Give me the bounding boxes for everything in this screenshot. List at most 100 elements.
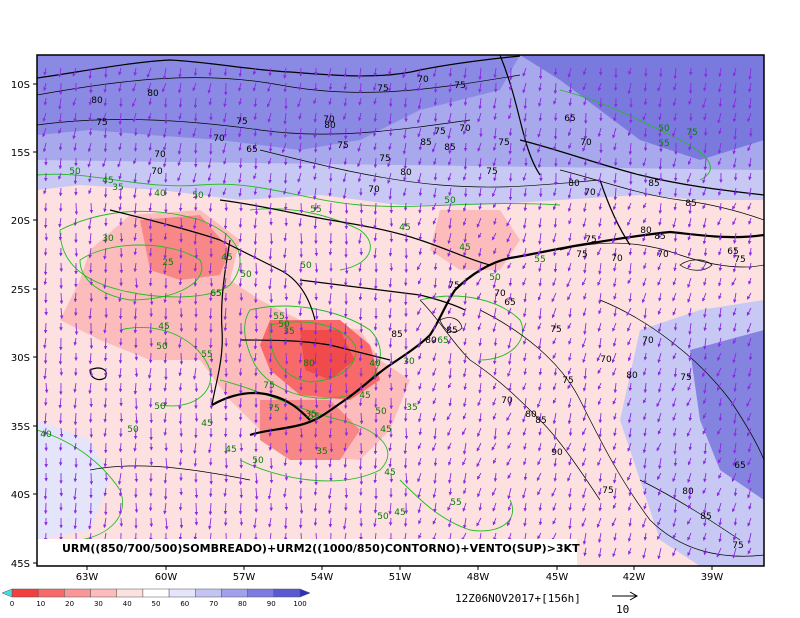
wind-vector bbox=[493, 127, 497, 140]
colorbar-segment bbox=[142, 588, 170, 598]
wind-vector bbox=[583, 322, 587, 335]
wind-vector bbox=[59, 307, 64, 320]
wind-vector bbox=[551, 292, 557, 303]
wind-vector bbox=[552, 337, 557, 345]
wind-vector bbox=[581, 277, 587, 286]
wind-vector bbox=[193, 232, 198, 246]
wind-vector bbox=[462, 217, 467, 226]
wind-vector bbox=[477, 292, 482, 301]
colorbar-tick-label: 70 bbox=[209, 600, 218, 608]
wind-vector bbox=[718, 232, 723, 241]
wind-vector bbox=[582, 67, 587, 76]
contour-label-green: 50 bbox=[154, 402, 166, 412]
wind-vector bbox=[493, 337, 498, 347]
wind-vector bbox=[238, 112, 243, 123]
contour-label-black: 80 bbox=[640, 226, 652, 236]
wind-vector bbox=[538, 262, 542, 273]
wind-vector bbox=[643, 127, 648, 138]
wind-vector bbox=[463, 247, 467, 257]
wind-vector bbox=[432, 202, 437, 211]
wind-vector bbox=[703, 112, 707, 121]
wind-vector bbox=[552, 232, 557, 243]
colorbar-tick-label: 10 bbox=[36, 600, 45, 608]
contour-label-black: 65 bbox=[504, 298, 515, 308]
wind-vector bbox=[628, 67, 632, 75]
wind-vector bbox=[177, 157, 182, 167]
wind-vector bbox=[703, 142, 707, 154]
wind-vector bbox=[493, 172, 497, 182]
wind-vector bbox=[673, 322, 678, 331]
wind-vector bbox=[103, 397, 108, 409]
wind-vector bbox=[103, 247, 107, 260]
wind-vector bbox=[656, 397, 662, 408]
wind-vector bbox=[567, 67, 572, 78]
wind-vector bbox=[313, 112, 318, 123]
contour-label-black: 85 bbox=[700, 512, 711, 522]
wind-vector bbox=[193, 112, 198, 123]
wind-vector bbox=[328, 367, 333, 380]
wind-vector bbox=[58, 352, 63, 365]
wind-vector bbox=[568, 352, 572, 362]
wind-vector bbox=[417, 367, 422, 376]
contour-label-green: 65 bbox=[210, 289, 221, 299]
wind-vector bbox=[537, 337, 542, 350]
wind-vector bbox=[343, 67, 348, 78]
wind-vector bbox=[538, 112, 543, 122]
wind-vector bbox=[716, 382, 722, 392]
wind-vector bbox=[463, 157, 468, 171]
wind-vector bbox=[162, 127, 167, 139]
wind-vector bbox=[673, 247, 678, 256]
wind-vector bbox=[688, 307, 692, 317]
wind-vector bbox=[478, 262, 482, 274]
wind-vector bbox=[178, 337, 182, 349]
wind-vector bbox=[222, 172, 227, 185]
wind-vector bbox=[163, 382, 167, 392]
wind-vector bbox=[432, 337, 437, 344]
wind-vector bbox=[118, 367, 122, 379]
contour-label-black: 85 bbox=[648, 179, 659, 189]
wind-vector bbox=[328, 397, 332, 409]
wind-vector bbox=[163, 322, 168, 336]
wind-vector bbox=[507, 202, 512, 211]
wind-vector bbox=[253, 232, 258, 246]
wind-vector bbox=[402, 187, 407, 197]
wind-vector bbox=[222, 187, 227, 196]
wind-vector bbox=[222, 142, 227, 154]
wind-vector bbox=[523, 112, 527, 123]
wind-vector bbox=[748, 172, 752, 181]
wind-vector bbox=[103, 337, 108, 350]
wind-vector bbox=[373, 112, 378, 123]
wind-vector bbox=[703, 322, 707, 332]
wind-vector bbox=[148, 247, 153, 257]
wind-vector bbox=[283, 127, 288, 139]
wind-vector bbox=[568, 232, 572, 242]
wind-vector bbox=[717, 157, 722, 166]
wind-vector bbox=[583, 202, 587, 213]
wind-vector bbox=[72, 127, 77, 140]
wind-vector bbox=[672, 292, 677, 302]
wind-vector bbox=[747, 367, 752, 378]
wind-vector bbox=[178, 127, 182, 136]
wind-vector bbox=[298, 127, 303, 141]
wind-vector bbox=[432, 367, 437, 377]
contour-label-green: 25 bbox=[162, 258, 173, 268]
wind-vector bbox=[238, 232, 243, 243]
wind-vector bbox=[373, 172, 377, 183]
wind-vector bbox=[552, 277, 557, 287]
wind-vector bbox=[118, 187, 123, 201]
wind-vector bbox=[672, 277, 677, 286]
wind-vector bbox=[612, 202, 617, 211]
wind-vector bbox=[447, 157, 452, 166]
wind-vector bbox=[747, 142, 752, 152]
wind-vector bbox=[643, 307, 647, 319]
wind-vector bbox=[523, 292, 527, 303]
colorbar-segment bbox=[168, 588, 196, 598]
wind-vector bbox=[314, 307, 319, 320]
wind-vector bbox=[148, 262, 153, 275]
wind-vector bbox=[417, 217, 422, 226]
wind-vector bbox=[313, 127, 317, 139]
wind-vector bbox=[537, 292, 542, 301]
wind-vector bbox=[88, 352, 93, 365]
wind-vector bbox=[673, 367, 678, 378]
wind-vector bbox=[522, 67, 527, 77]
